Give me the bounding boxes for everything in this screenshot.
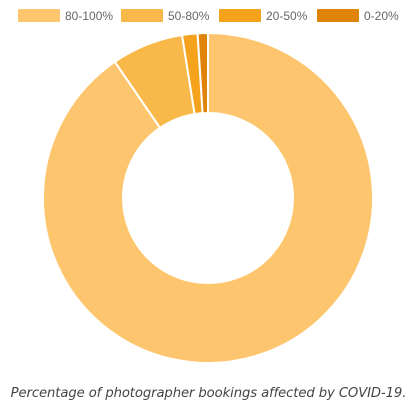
doughnut-slice-80-100[interactable] (42, 32, 374, 364)
legend-swatch-80-100 (18, 9, 60, 22)
doughnut-chart (42, 32, 374, 364)
doughnut-slice-0-20[interactable] (196, 32, 209, 115)
legend-label-50-80: 50-80% (168, 9, 210, 23)
legend-swatch-20-50 (219, 9, 261, 22)
legend-swatch-0-20 (317, 9, 359, 22)
legend-label-20-50: 20-50% (266, 9, 308, 23)
legend-label-80-100: 80-100% (65, 9, 114, 23)
chart-caption: Percentage of photographer bookings affe… (10, 386, 407, 401)
legend-swatch-50-80 (121, 9, 163, 22)
chart-legend: 80-100% 50-80% 20-50% 0-20% (0, 8, 417, 24)
legend-label-0-20: 0-20% (364, 9, 399, 23)
